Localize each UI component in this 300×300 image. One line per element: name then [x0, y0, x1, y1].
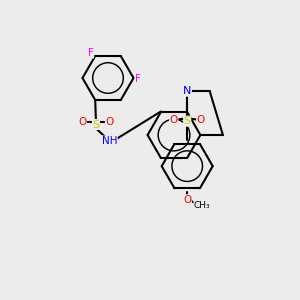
Text: S: S [92, 119, 100, 130]
Text: O: O [183, 195, 191, 205]
Text: F: F [88, 48, 94, 58]
Text: S: S [184, 116, 191, 126]
Text: O: O [78, 116, 87, 127]
Text: O: O [105, 116, 114, 127]
Text: F: F [135, 74, 141, 85]
Text: O: O [196, 115, 205, 124]
Text: NH: NH [102, 136, 117, 146]
Text: O: O [169, 115, 178, 124]
Text: CH₃: CH₃ [194, 201, 211, 210]
Text: N: N [183, 86, 191, 96]
